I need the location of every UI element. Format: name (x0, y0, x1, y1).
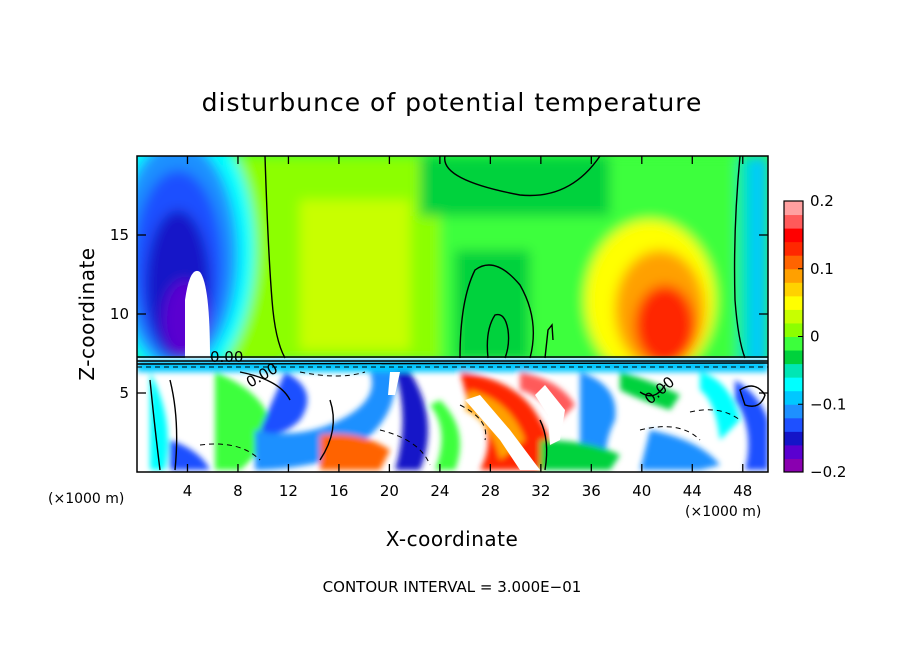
colorbar-tick-label: −0.2 (810, 463, 846, 481)
colorbar-swatch (784, 363, 803, 378)
y-tick-label: 15 (110, 226, 129, 244)
plot-area: 0.00 0.00 0.00 (137, 156, 768, 472)
x-tick-label: 8 (233, 482, 243, 500)
warm-streaks (388, 372, 565, 470)
colorbar-swatch (784, 255, 803, 270)
x-tick-label: 28 (481, 482, 500, 500)
y-axis-label: Z-coordinate (75, 247, 99, 380)
x-tick-label: 4 (183, 482, 193, 500)
x-tick-label: 48 (733, 482, 752, 500)
colorbar-swatch (784, 336, 803, 351)
colorbar-swatch (784, 241, 803, 256)
x-axis-ticks: 4 8 12 16 20 24 28 32 36 40 44 48 (183, 156, 752, 500)
x-axis-label: X-coordinate (386, 527, 519, 551)
x-unit-right: (×1000 m) (685, 504, 761, 520)
contour-label-1: 0.00 (210, 348, 243, 366)
y-axis-ticks: 5 10 15 (110, 226, 768, 402)
colorbar-swatch (784, 201, 803, 216)
colorbar-swatch (784, 268, 803, 283)
colorbar-swatch (784, 444, 803, 459)
colorbar-tick-label: −0.1 (810, 395, 846, 413)
colorbar-swatch (784, 295, 803, 310)
x-tick-label: 40 (632, 482, 651, 500)
colorbar-swatch (784, 390, 803, 405)
colorbar-tick-label: 0.1 (810, 260, 834, 278)
y-tick-label: 10 (110, 305, 129, 323)
colorbar-swatch (784, 228, 803, 243)
colorbar-swatch (784, 377, 803, 392)
x-tick-label: 44 (683, 482, 702, 500)
colorbar-swatch (784, 350, 803, 365)
colorbar-swatch (784, 417, 803, 432)
warm-core-upper-left (185, 270, 210, 358)
chart-title: disturbunce of potential temperature (202, 88, 703, 117)
colorbar-tick-label: 0 (810, 328, 820, 346)
contour-interval-note: CONTOUR INTERVAL = 3.000E−01 (323, 578, 582, 596)
x-tick-label: 32 (531, 482, 550, 500)
colorbar-swatch (784, 322, 803, 337)
y-tick-label: 5 (119, 384, 129, 402)
x-unit-left: (×1000 m) (48, 491, 124, 507)
x-tick-label: 24 (430, 482, 449, 500)
x-tick-label: 12 (279, 482, 298, 500)
colorbar-swatch (784, 214, 803, 229)
colorbar (784, 201, 803, 473)
x-tick-label: 36 (582, 482, 601, 500)
contour-lines-dashed (137, 366, 768, 466)
x-tick-label: 16 (329, 482, 348, 500)
colorbar-swatch (784, 431, 803, 446)
contour-lines (137, 156, 768, 471)
colorbar-swatch (784, 458, 803, 473)
colorbar-ticks: 0.2 0.1 0 −0.1 −0.2 (798, 192, 846, 481)
colorbar-swatch (784, 282, 803, 297)
colorbar-tick-label: 0.2 (810, 192, 834, 210)
colorbar-swatch (784, 309, 803, 324)
colorbar-swatch (784, 404, 803, 419)
x-tick-label: 20 (380, 482, 399, 500)
